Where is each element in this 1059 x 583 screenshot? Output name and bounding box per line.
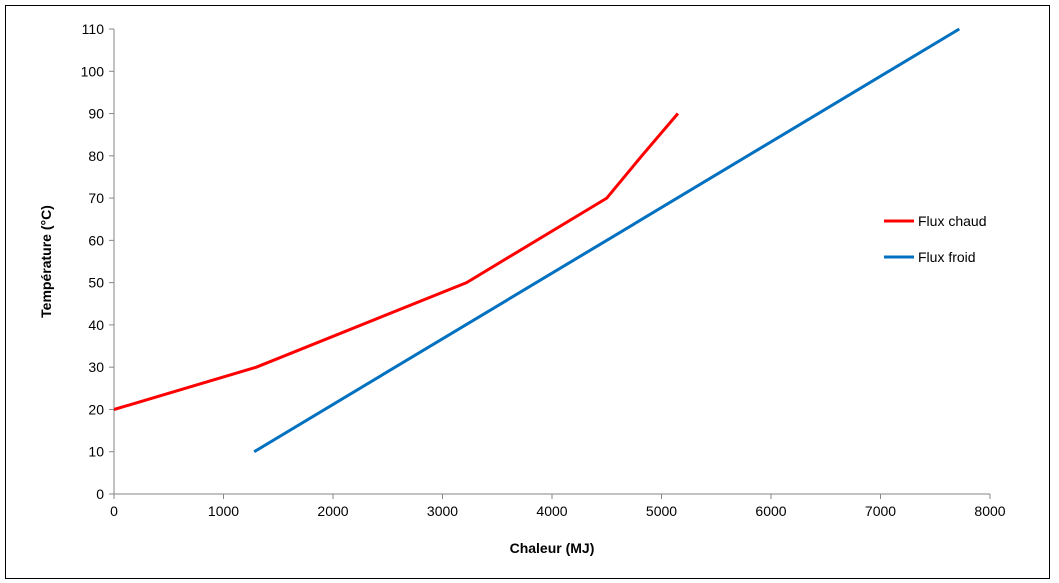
x-tick-label: 2000: [317, 503, 348, 519]
series: [113, 27, 961, 453]
y-tick-label: 50: [88, 275, 104, 291]
legend: Flux chaud Flux froid: [884, 213, 986, 265]
x-tick-label: 3000: [427, 503, 458, 519]
series-line-flux-chaud: [113, 112, 680, 411]
y-tick-label: 20: [88, 401, 104, 417]
x-tick-label: 0: [110, 503, 118, 519]
y-tick-label: 100: [81, 63, 105, 79]
x-tick-label: 7000: [865, 503, 896, 519]
x-tick-label: 5000: [646, 503, 677, 519]
axes: [109, 28, 991, 499]
y-tick-label: 80: [88, 148, 104, 164]
x-axis-title: Chaleur (MJ): [510, 540, 595, 556]
legend-label: Flux chaud: [918, 213, 986, 229]
y-tick-label: 70: [88, 190, 104, 206]
tick-labels: 0 10 20 30 40 50 60 70 80 90 100 110 0 1000 2000 3000 40…: [81, 21, 1006, 519]
x-tick-label: 8000: [974, 503, 1005, 519]
y-tick-label: 40: [88, 317, 104, 333]
y-tick-label: 110: [82, 21, 105, 37]
y-axis-title: Température (°C): [38, 205, 54, 318]
y-tick-label: 0: [96, 486, 104, 502]
chart-area: 0 10 20 30 40 50 60 70 80 90 100 110 0 1000 2000 3000 40…: [5, 5, 1050, 579]
y-tick-label: 90: [88, 106, 104, 122]
legend-label: Flux froid: [918, 249, 976, 265]
x-tick-label: 4000: [536, 503, 567, 519]
y-tick-label: 60: [88, 232, 104, 248]
x-tick-label: 6000: [755, 503, 786, 519]
chart-svg: 0 10 20 30 40 50 60 70 80 90 100 110 0 1000 2000 3000 40…: [38, 21, 1006, 556]
series-line-flux-froid: [253, 27, 961, 453]
x-tick-label: 1000: [208, 503, 239, 519]
y-tick-label: 30: [88, 359, 104, 375]
y-tick-label: 10: [88, 444, 104, 460]
